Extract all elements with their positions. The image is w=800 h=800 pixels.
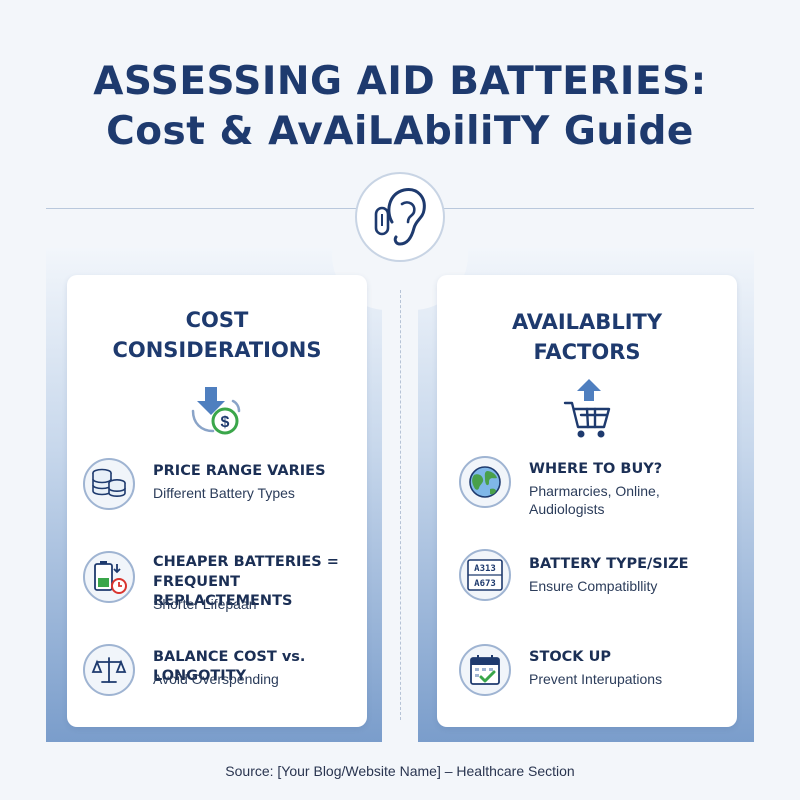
divider-rule-right [444,208,754,209]
price-range-subtext: Different Battery Types [153,485,295,501]
shopping-cart-up-icon [563,379,611,438]
svg-text:$: $ [221,414,230,431]
availability-title-line1: AVAILABLITY [511,310,663,334]
price-range-heading: PRICE RANGE VARIES [153,463,326,479]
stock-up-heading: STOCK UP [529,649,611,665]
page-title-line2: Cost & AvAiLAbiliTY Guide [106,109,694,154]
battery-clock-icon [94,561,127,594]
battery-clock-badge [83,551,135,603]
cost-title-line2: CONSIDERATIONS [112,338,322,362]
cost-card: COST CONSIDERATIONS $ PRICE RANGE VARIES… [67,275,367,727]
globe-badge [459,456,511,508]
cheaper-batteries-subtext: Shorter Lifepaan [153,596,257,612]
where-to-buy-heading: WHERE TO BUY? [529,461,663,477]
battery-size-chart-badge: A313 A673 [459,549,511,601]
battery-size-chart-icon: A313 A673 [467,559,503,591]
center-dashed-divider [400,290,401,720]
availability-card-title: AVAILABLITY FACTORS [437,307,737,367]
calendar-check-badge [459,644,511,696]
where-to-buy-subtext: Pharmarcies, Online, Audiologists [529,483,660,517]
balance-subtext: Avoid Overspending [153,671,279,687]
availability-title-line2: FACTORS [533,340,641,364]
balance-heading: BALANCE COST vs. LONGOTITY [153,649,306,684]
cost-card-title: COST CONSIDERATIONS [67,305,367,365]
chart-row-2-label: A673 [474,579,496,589]
price-down-dollar-icon: $ [191,387,241,435]
coin-stacks-icon [92,468,126,498]
source-caption: Source: [Your Blog/Website Name] – Healt… [225,763,575,779]
chart-row-1-label: A313 [474,564,496,574]
page-title: ASSESSING AID BATTERIES: Cost & AvAiLAbi… [0,58,800,158]
coin-stacks-badge [83,458,135,510]
stock-up-subtext: Prevent Interupations [529,671,663,687]
ear-badge [355,172,445,262]
availability-card: AVAILABLITY FACTORS WHERE TO BUY? Pharma… [437,275,737,727]
battery-type-heading: BATTERY TYPE/SIZE [529,556,689,572]
divider-rule-left [46,208,356,209]
cheaper-batteries-heading-line1: CHEAPER BATTERIES = [153,554,339,570]
cheaper-batteries-heading-line2: FREQUENT REPLACTEMENTS [153,574,293,609]
cost-title-line1: COST [185,308,249,332]
globe-icon [469,466,501,498]
hearing-aid-ear-icon [374,188,426,246]
battery-type-subtext: Ensure Compatibllity [529,578,658,594]
balance-scale-icon [91,657,127,683]
page-title-line1: ASSESSING AID BATTERIES: [93,59,707,104]
balance-scale-badge [83,644,135,696]
calendar-check-icon [470,655,500,685]
